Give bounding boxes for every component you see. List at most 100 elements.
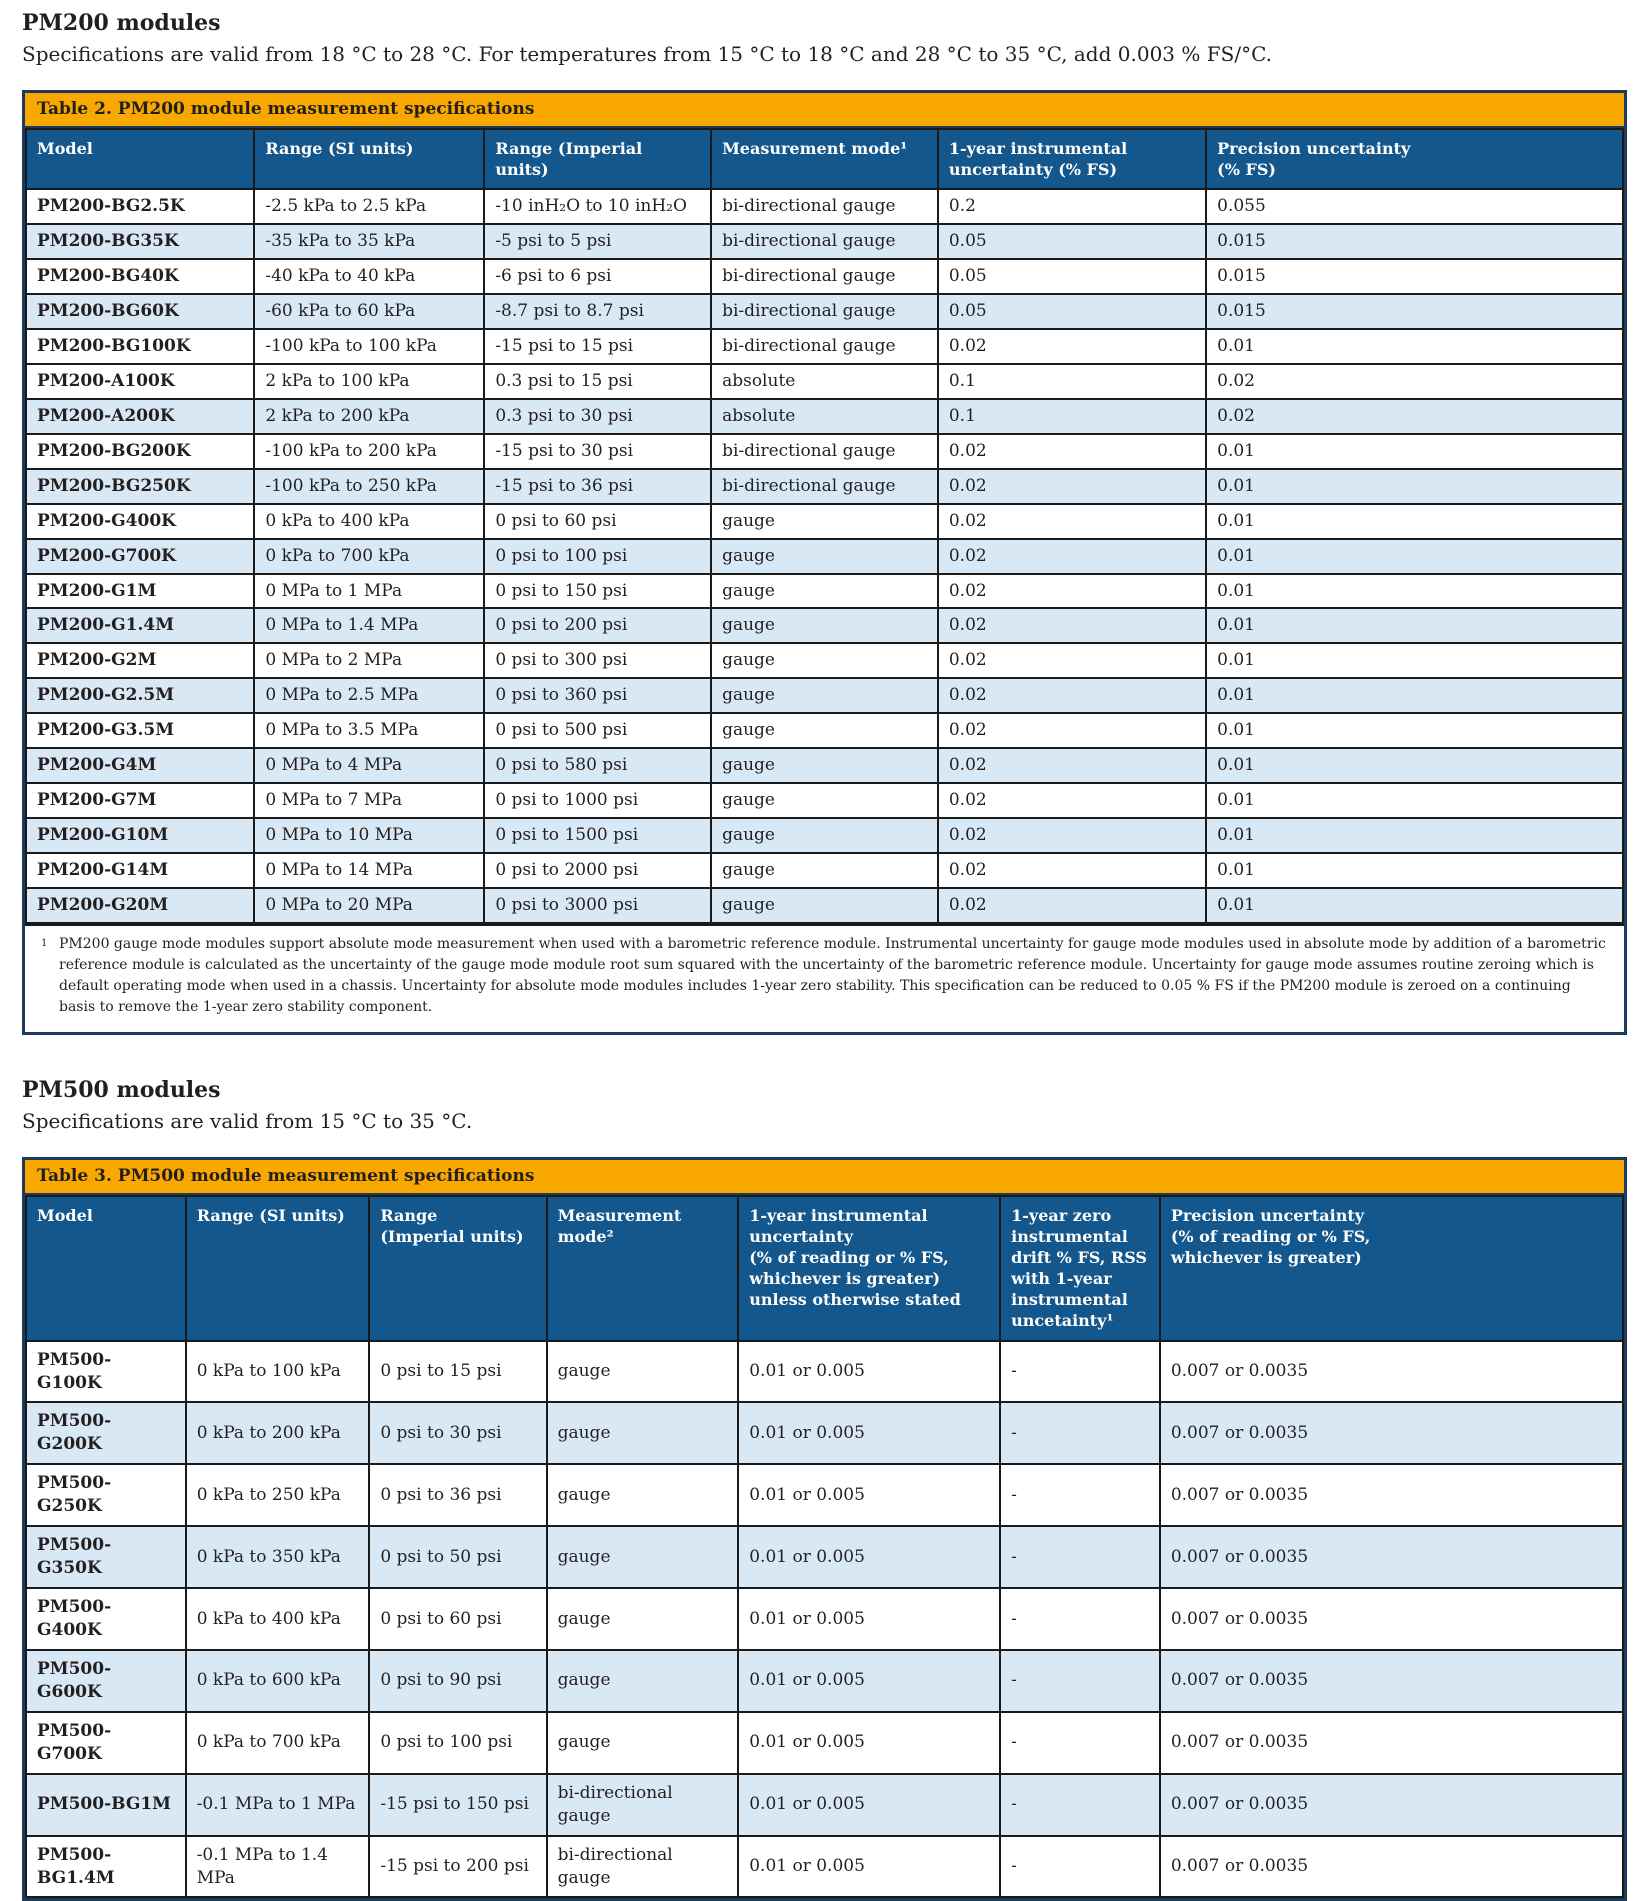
table-cell: -15 psi to 15 psi xyxy=(483,327,713,365)
pm200-spec-table: Model Range (SI units) Range (Imperial uni… xyxy=(24,127,1624,924)
table-cell: 0 psi to 60 psi xyxy=(483,502,713,540)
table-cell: 0.01 or 0.005 xyxy=(737,1339,1002,1404)
table-cell: 0.02 xyxy=(936,712,1208,750)
table-cell: 0 psi to 3000 psi xyxy=(483,886,713,924)
table-row: PM500-G600K 0 kPa to 600 kPa 0 psi to 90 p… xyxy=(25,1648,1625,1713)
table-cell: 0.02 xyxy=(936,782,1208,820)
table-cell: 0 kPa to 200 kPa xyxy=(184,1401,371,1466)
table-cell: 0 psi to 100 psi xyxy=(483,537,713,575)
table-cell: gauge xyxy=(710,502,939,540)
table-cell: PM200-G1M xyxy=(24,572,256,610)
table-cell: 0 psi to 30 psi xyxy=(368,1401,548,1466)
table-row: PM200-G4M 0 MPa to 4 MPa 0 psi to 580 psi g… xyxy=(24,747,1624,785)
table-cell: PM200-G20M xyxy=(24,886,256,924)
table-cell: -15 psi to 200 psi xyxy=(368,1834,548,1899)
table-cell: 0 psi to 1500 psi xyxy=(483,817,713,855)
table3-container: Table 3. PM500 module measurement specif… xyxy=(22,1156,1627,1901)
table-cell: 0.02 xyxy=(936,607,1208,645)
table-cell: gauge xyxy=(710,817,939,855)
table-cell: -5 psi to 5 psi xyxy=(483,223,713,261)
table-cell: 0 kPa to 350 kPa xyxy=(184,1525,371,1590)
table-cell: -60 kPa to 60 kPa xyxy=(253,293,486,330)
table-row: PM200-BG2.5K -2.5 kPa to 2.5 kPa -10 inH₂O… xyxy=(24,188,1624,226)
table-row: PM200-BG100K -100 kPa to 100 kPa -15 psi t… xyxy=(24,327,1624,365)
table-cell: -40 kPa to 40 kPa xyxy=(253,258,486,296)
table-cell: PM500-BG1.4M xyxy=(25,1834,187,1899)
column-header: Range (SI units) xyxy=(184,1194,371,1342)
table2-body: PM200-BG2.5K -2.5 kPa to 2.5 kPa -10 inH₂O… xyxy=(24,188,1624,924)
table2-footnote: 1 PM200 gauge mode modules support absol… xyxy=(25,923,1624,1032)
table-row: PM500-BG1.4M -0.1 MPa to 1.4 MPa -15 psi t… xyxy=(25,1834,1625,1899)
table2-title: Table 2. PM200 module measurement specif… xyxy=(25,93,1624,128)
table-cell: - xyxy=(999,1525,1161,1590)
column-header: Measurement mode¹ xyxy=(710,127,939,191)
table-row: PM500-G700K 0 kPa to 700 kPa 0 psi to 100 … xyxy=(25,1710,1625,1775)
table-row: PM500-G350K 0 kPa to 350 kPa 0 psi to 50 p… xyxy=(25,1525,1625,1590)
table-cell: gauge xyxy=(710,607,939,645)
pm500-spec-table: Model Range (SI units) Range (Imperial uni… xyxy=(25,1194,1625,1899)
table3-body: PM500-G100K 0 kPa to 100 kPa 0 psi to 15 p… xyxy=(25,1339,1625,1899)
table-cell: PM200-G7M xyxy=(24,782,256,820)
table-cell: - xyxy=(999,1587,1161,1651)
pm500-section-title: PM500 modules xyxy=(22,1076,221,1103)
table-cell: bi-directional gauge xyxy=(710,327,939,365)
table-cell: gauge xyxy=(710,572,939,610)
table-row: PM200-BG60K -60 kPa to 60 kPa -8.7 psi to … xyxy=(24,293,1624,330)
table-cell: 0 psi to 60 psi xyxy=(368,1587,548,1651)
table-row: PM200-G400K 0 kPa to 400 kPa 0 psi to 60 p… xyxy=(24,502,1624,540)
column-header: Range (Imperial units) xyxy=(368,1194,548,1342)
table-cell: gauge xyxy=(545,1710,740,1775)
table-cell: PM500-G700K xyxy=(25,1710,187,1775)
table-cell: bi-directional gauge xyxy=(710,293,939,330)
table-cell: bi-directional gauge xyxy=(545,1772,740,1837)
table-cell: 0.01 or 0.005 xyxy=(737,1834,1002,1899)
table-cell: gauge xyxy=(710,886,939,924)
table-cell: gauge xyxy=(545,1463,740,1528)
table-cell: 0.01 xyxy=(1205,852,1624,889)
table-cell: gauge xyxy=(710,537,939,575)
table-cell: 0.02 xyxy=(936,572,1208,610)
table-cell: 0.007 or 0.0035 xyxy=(1158,1648,1625,1713)
footnote-marker: 1 xyxy=(41,937,48,949)
table-cell: 0.007 or 0.0035 xyxy=(1158,1834,1625,1899)
column-header: Model xyxy=(24,127,256,191)
table-row: PM200-G2.5M 0 MPa to 2.5 MPa 0 psi to 360 … xyxy=(24,677,1624,715)
table2-container: Table 2. PM200 module measurement specif… xyxy=(22,90,1627,1035)
footnote-text: PM200 gauge mode modules support absolut… xyxy=(59,935,1606,1015)
table-cell: 0.01 xyxy=(1205,327,1624,365)
table-cell: 0 MPa to 4 MPa xyxy=(253,747,486,785)
table-cell: 0.01 xyxy=(1205,817,1624,855)
table-cell: PM200-BG250K xyxy=(24,467,256,505)
table-cell: PM200-BG35K xyxy=(24,223,256,261)
pm200-section-title: PM200 modules xyxy=(22,10,221,36)
table-cell: - xyxy=(999,1772,1161,1837)
table-cell: 0.007 or 0.0035 xyxy=(1158,1401,1625,1466)
table-cell: 0 kPa to 400 kPa xyxy=(184,1587,371,1651)
column-header: Measurement mode² xyxy=(545,1194,740,1342)
table-row: PM200-G2M 0 MPa to 2 MPa 0 psi to 300 psi g… xyxy=(24,642,1624,680)
table-cell: gauge xyxy=(710,642,939,680)
table-cell: gauge xyxy=(710,712,939,750)
table-cell: -100 kPa to 100 kPa xyxy=(253,327,486,365)
table-cell: 0.02 xyxy=(936,817,1208,855)
table-cell: bi-directional gauge xyxy=(710,188,939,226)
table-cell: -0.1 MPa to 1 MPa xyxy=(184,1772,371,1837)
table-cell: - xyxy=(999,1463,1161,1528)
table-cell: - xyxy=(999,1401,1161,1466)
table-cell: -2.5 kPa to 2.5 kPa xyxy=(253,188,486,226)
table-cell: PM500-G600K xyxy=(25,1648,187,1713)
table-row: PM200-A200K 2 kPa to 200 kPa 0.3 psi to 30… xyxy=(24,397,1624,435)
table-cell: PM500-G400K xyxy=(25,1587,187,1651)
pm200-validity-note: Specifications are valid from 18 °C to 2… xyxy=(22,42,1273,66)
column-header: 1-year zero instrumental drift % FS, RSS… xyxy=(999,1194,1161,1342)
table2-header-row: Model Range (SI units) Range (Imperial uni… xyxy=(24,127,1624,191)
table-cell: -100 kPa to 200 kPa xyxy=(253,432,486,470)
table-cell: -10 inH₂O to 10 inH₂O xyxy=(483,188,713,226)
table-cell: gauge xyxy=(545,1401,740,1466)
table-row: PM200-G1M 0 MPa to 1 MPa 0 psi to 150 psi g… xyxy=(24,572,1624,610)
table-cell: 0 psi to 150 psi xyxy=(483,572,713,610)
table-cell: absolute xyxy=(710,397,939,435)
table-cell: 0.01 or 0.005 xyxy=(737,1710,1002,1775)
table-cell: 0 psi to 90 psi xyxy=(368,1648,548,1713)
table-cell: 0.007 or 0.0035 xyxy=(1158,1463,1625,1528)
